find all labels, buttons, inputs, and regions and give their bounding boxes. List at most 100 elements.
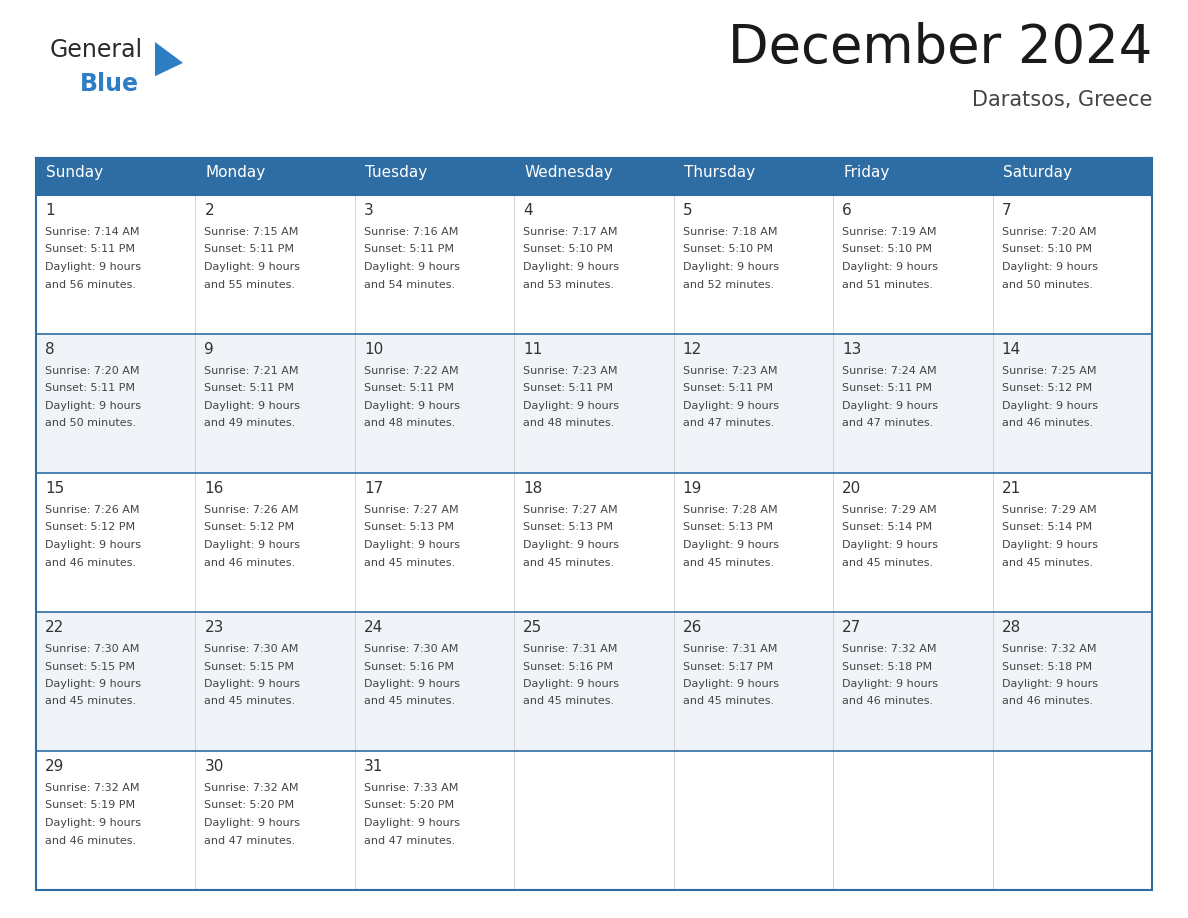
Text: 7: 7	[1001, 203, 1011, 218]
Text: Sunset: 5:14 PM: Sunset: 5:14 PM	[842, 522, 933, 532]
Text: 20: 20	[842, 481, 861, 496]
Text: General: General	[50, 38, 143, 62]
Text: Sunset: 5:12 PM: Sunset: 5:12 PM	[1001, 384, 1092, 394]
Text: Daylight: 9 hours: Daylight: 9 hours	[523, 262, 619, 272]
Text: Daylight: 9 hours: Daylight: 9 hours	[45, 401, 141, 411]
Text: Sunrise: 7:26 AM: Sunrise: 7:26 AM	[45, 505, 139, 515]
Text: and 46 minutes.: and 46 minutes.	[204, 557, 296, 567]
Text: Sunrise: 7:17 AM: Sunrise: 7:17 AM	[523, 227, 618, 237]
Text: Sunset: 5:20 PM: Sunset: 5:20 PM	[364, 800, 454, 811]
Text: Sunrise: 7:32 AM: Sunrise: 7:32 AM	[204, 783, 299, 793]
Text: Sunset: 5:11 PM: Sunset: 5:11 PM	[523, 384, 613, 394]
Text: Sunrise: 7:15 AM: Sunrise: 7:15 AM	[204, 227, 299, 237]
Text: Sunset: 5:16 PM: Sunset: 5:16 PM	[364, 662, 454, 671]
Text: Daylight: 9 hours: Daylight: 9 hours	[364, 540, 460, 550]
Text: Daylight: 9 hours: Daylight: 9 hours	[1001, 540, 1098, 550]
Text: Blue: Blue	[80, 72, 139, 96]
Text: Sunset: 5:11 PM: Sunset: 5:11 PM	[364, 244, 454, 254]
Text: 25: 25	[523, 620, 543, 635]
Text: and 54 minutes.: and 54 minutes.	[364, 279, 455, 289]
Text: Sunrise: 7:19 AM: Sunrise: 7:19 AM	[842, 227, 936, 237]
Text: 26: 26	[683, 620, 702, 635]
Text: Wednesday: Wednesday	[524, 165, 613, 180]
Text: Sunset: 5:13 PM: Sunset: 5:13 PM	[364, 522, 454, 532]
Text: and 48 minutes.: and 48 minutes.	[364, 419, 455, 429]
Text: Daylight: 9 hours: Daylight: 9 hours	[45, 540, 141, 550]
Text: 16: 16	[204, 481, 223, 496]
Text: Daylight: 9 hours: Daylight: 9 hours	[45, 679, 141, 689]
Text: Daylight: 9 hours: Daylight: 9 hours	[842, 262, 939, 272]
Text: 10: 10	[364, 342, 383, 357]
Text: Sunset: 5:11 PM: Sunset: 5:11 PM	[204, 384, 295, 394]
Text: Sunrise: 7:18 AM: Sunrise: 7:18 AM	[683, 227, 777, 237]
Text: Sunset: 5:20 PM: Sunset: 5:20 PM	[204, 800, 295, 811]
Text: Sunset: 5:13 PM: Sunset: 5:13 PM	[683, 522, 772, 532]
Text: Sunrise: 7:22 AM: Sunrise: 7:22 AM	[364, 366, 459, 376]
Text: Sunset: 5:16 PM: Sunset: 5:16 PM	[523, 662, 613, 671]
Text: Sunrise: 7:27 AM: Sunrise: 7:27 AM	[364, 505, 459, 515]
Text: Sunrise: 7:23 AM: Sunrise: 7:23 AM	[523, 366, 618, 376]
Text: Daylight: 9 hours: Daylight: 9 hours	[364, 679, 460, 689]
Text: Friday: Friday	[843, 165, 890, 180]
Text: Daylight: 9 hours: Daylight: 9 hours	[204, 818, 301, 828]
Text: 29: 29	[45, 759, 64, 774]
Text: Daylight: 9 hours: Daylight: 9 hours	[683, 679, 778, 689]
Polygon shape	[154, 42, 183, 76]
Text: Sunrise: 7:33 AM: Sunrise: 7:33 AM	[364, 783, 459, 793]
Text: Daylight: 9 hours: Daylight: 9 hours	[842, 679, 939, 689]
Text: 15: 15	[45, 481, 64, 496]
Text: Daratsos, Greece: Daratsos, Greece	[972, 90, 1152, 110]
Text: Sunset: 5:10 PM: Sunset: 5:10 PM	[1001, 244, 1092, 254]
Text: Sunset: 5:13 PM: Sunset: 5:13 PM	[523, 522, 613, 532]
Text: Sunset: 5:19 PM: Sunset: 5:19 PM	[45, 800, 135, 811]
Text: Daylight: 9 hours: Daylight: 9 hours	[364, 262, 460, 272]
Text: Sunset: 5:11 PM: Sunset: 5:11 PM	[45, 244, 135, 254]
Text: Sunrise: 7:32 AM: Sunrise: 7:32 AM	[1001, 644, 1097, 654]
Text: 21: 21	[1001, 481, 1020, 496]
Text: and 48 minutes.: and 48 minutes.	[523, 419, 614, 429]
Text: and 50 minutes.: and 50 minutes.	[45, 419, 135, 429]
Text: and 51 minutes.: and 51 minutes.	[842, 279, 933, 289]
Text: 6: 6	[842, 203, 852, 218]
Text: Sunset: 5:15 PM: Sunset: 5:15 PM	[45, 662, 135, 671]
Text: 1: 1	[45, 203, 55, 218]
Text: 9: 9	[204, 342, 214, 357]
Text: 24: 24	[364, 620, 383, 635]
Text: Sunrise: 7:31 AM: Sunrise: 7:31 AM	[683, 644, 777, 654]
Text: and 45 minutes.: and 45 minutes.	[683, 697, 773, 707]
Text: Daylight: 9 hours: Daylight: 9 hours	[45, 818, 141, 828]
Text: Sunrise: 7:16 AM: Sunrise: 7:16 AM	[364, 227, 459, 237]
Text: Sunrise: 7:20 AM: Sunrise: 7:20 AM	[45, 366, 139, 376]
Text: Sunset: 5:11 PM: Sunset: 5:11 PM	[842, 384, 933, 394]
Text: Sunrise: 7:29 AM: Sunrise: 7:29 AM	[1001, 505, 1097, 515]
Text: and 55 minutes.: and 55 minutes.	[204, 279, 296, 289]
Text: Sunrise: 7:14 AM: Sunrise: 7:14 AM	[45, 227, 139, 237]
Text: Sunset: 5:10 PM: Sunset: 5:10 PM	[523, 244, 613, 254]
Text: Sunset: 5:11 PM: Sunset: 5:11 PM	[45, 384, 135, 394]
Text: and 53 minutes.: and 53 minutes.	[523, 279, 614, 289]
Text: and 47 minutes.: and 47 minutes.	[842, 419, 934, 429]
Text: Daylight: 9 hours: Daylight: 9 hours	[45, 262, 141, 272]
Text: Sunset: 5:11 PM: Sunset: 5:11 PM	[364, 384, 454, 394]
Text: Sunrise: 7:29 AM: Sunrise: 7:29 AM	[842, 505, 937, 515]
Text: 31: 31	[364, 759, 384, 774]
Text: Sunrise: 7:20 AM: Sunrise: 7:20 AM	[1001, 227, 1097, 237]
Text: and 45 minutes.: and 45 minutes.	[1001, 557, 1093, 567]
Text: Sunset: 5:12 PM: Sunset: 5:12 PM	[45, 522, 135, 532]
Text: and 47 minutes.: and 47 minutes.	[204, 835, 296, 845]
Text: Sunrise: 7:27 AM: Sunrise: 7:27 AM	[523, 505, 618, 515]
Text: 17: 17	[364, 481, 383, 496]
Text: Sunrise: 7:25 AM: Sunrise: 7:25 AM	[1001, 366, 1097, 376]
Text: and 52 minutes.: and 52 minutes.	[683, 279, 773, 289]
Text: and 45 minutes.: and 45 minutes.	[45, 697, 137, 707]
Text: Sunset: 5:10 PM: Sunset: 5:10 PM	[683, 244, 772, 254]
Text: and 56 minutes.: and 56 minutes.	[45, 279, 135, 289]
Text: December 2024: December 2024	[728, 22, 1152, 74]
Text: Sunset: 5:11 PM: Sunset: 5:11 PM	[683, 384, 772, 394]
Text: and 45 minutes.: and 45 minutes.	[204, 697, 296, 707]
Text: and 45 minutes.: and 45 minutes.	[523, 697, 614, 707]
Text: 11: 11	[523, 342, 543, 357]
Text: Daylight: 9 hours: Daylight: 9 hours	[204, 262, 301, 272]
Text: Sunset: 5:11 PM: Sunset: 5:11 PM	[204, 244, 295, 254]
Text: 18: 18	[523, 481, 543, 496]
